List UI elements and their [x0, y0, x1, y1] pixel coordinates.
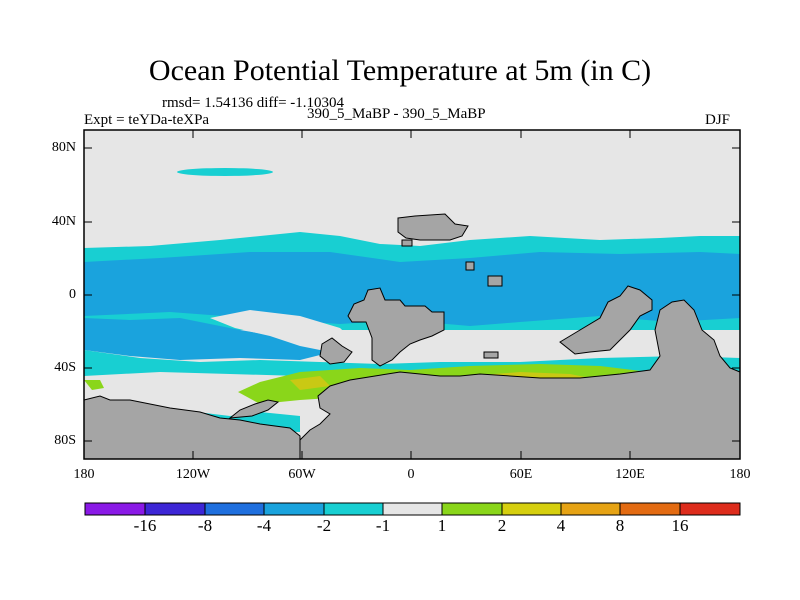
- colorbar-box-6: [441, 502, 503, 516]
- land-antarctic-peninsula: [228, 399, 280, 419]
- y-tick-label-0: 0: [69, 287, 76, 302]
- y-tick-label-40s: 40S: [54, 360, 76, 375]
- y-tick-label-40n: 40N: [51, 214, 76, 229]
- land-western-isle: [319, 337, 353, 365]
- land-africa-americas: [347, 287, 445, 367]
- colorbar-label-minus2: -2: [316, 516, 332, 535]
- land-southeast-landmass: [299, 299, 741, 460]
- colorbar-box-10: [679, 502, 741, 516]
- comparison-label: 390_5_MaBP - 390_5_MaBP: [307, 106, 486, 122]
- colorbar-box-8: [560, 502, 621, 516]
- rmsd-diff-stats: rmsd= 1.54136 diff= -1.10304: [162, 95, 345, 111]
- colorbar-box-7: [501, 502, 562, 516]
- colorbar-label-minus8: -8: [197, 516, 213, 535]
- experiment-label: Expt = teYDa-teXPa: [84, 112, 210, 128]
- blue-region-tropics: [84, 252, 740, 326]
- colorbar-label-minus4: -4: [256, 516, 272, 535]
- colorbar-label-2: 2: [497, 516, 507, 535]
- colorbar-label-16: 16: [671, 516, 689, 535]
- x-tick-label-120w: 120W: [175, 467, 211, 482]
- colorbar-box-1: [144, 502, 206, 516]
- neutral-streak-pacific: [210, 310, 355, 352]
- colorbar: [84, 502, 741, 516]
- colorbar-box-5: [382, 502, 443, 516]
- yellow-warm-patch: [290, 376, 330, 390]
- season-label: DJF: [705, 112, 731, 128]
- x-tick-label-0: 0: [407, 467, 415, 482]
- land-antarctica-west: [83, 395, 301, 460]
- plot-title: Ocean Potential Temperature at 5m (in C): [148, 54, 652, 87]
- colorbar-box-3: [263, 502, 325, 516]
- colorbar-label-minus16: -16: [133, 516, 157, 535]
- land-india-asia: [559, 285, 653, 355]
- land-island-sea: [483, 351, 499, 359]
- green-warm-patch-west: [84, 380, 104, 390]
- colorbar-box-2: [204, 502, 265, 516]
- x-tick-label-60w: 60W: [288, 467, 316, 482]
- colorbar-box-0: [84, 502, 146, 516]
- land-small-islands: [401, 239, 503, 287]
- colorbar-box-9: [619, 502, 681, 516]
- colorbar-label-8: 8: [615, 516, 625, 535]
- x-tick-label-60e: 60E: [509, 467, 533, 482]
- land-masses: [83, 213, 741, 460]
- x-tick-label-180w: 180: [73, 467, 95, 482]
- blue-region-south: [84, 318, 340, 360]
- y-tick-label-80s: 80S: [54, 433, 76, 448]
- arctic-anomaly-patch: [177, 168, 273, 176]
- colorbar-label-1: 1: [437, 516, 447, 535]
- colorbar-box-4: [323, 502, 384, 516]
- colorbar-label-4: 4: [556, 516, 566, 535]
- x-tick-label-120e: 120E: [615, 467, 645, 482]
- colorbar-label-minus1: -1: [375, 516, 391, 535]
- land-eurasia-north: [397, 213, 469, 241]
- axis-ticks: [84, 130, 740, 459]
- y-tick-label-80n: 80N: [51, 140, 76, 155]
- x-tick-label-180e: 180: [729, 467, 751, 482]
